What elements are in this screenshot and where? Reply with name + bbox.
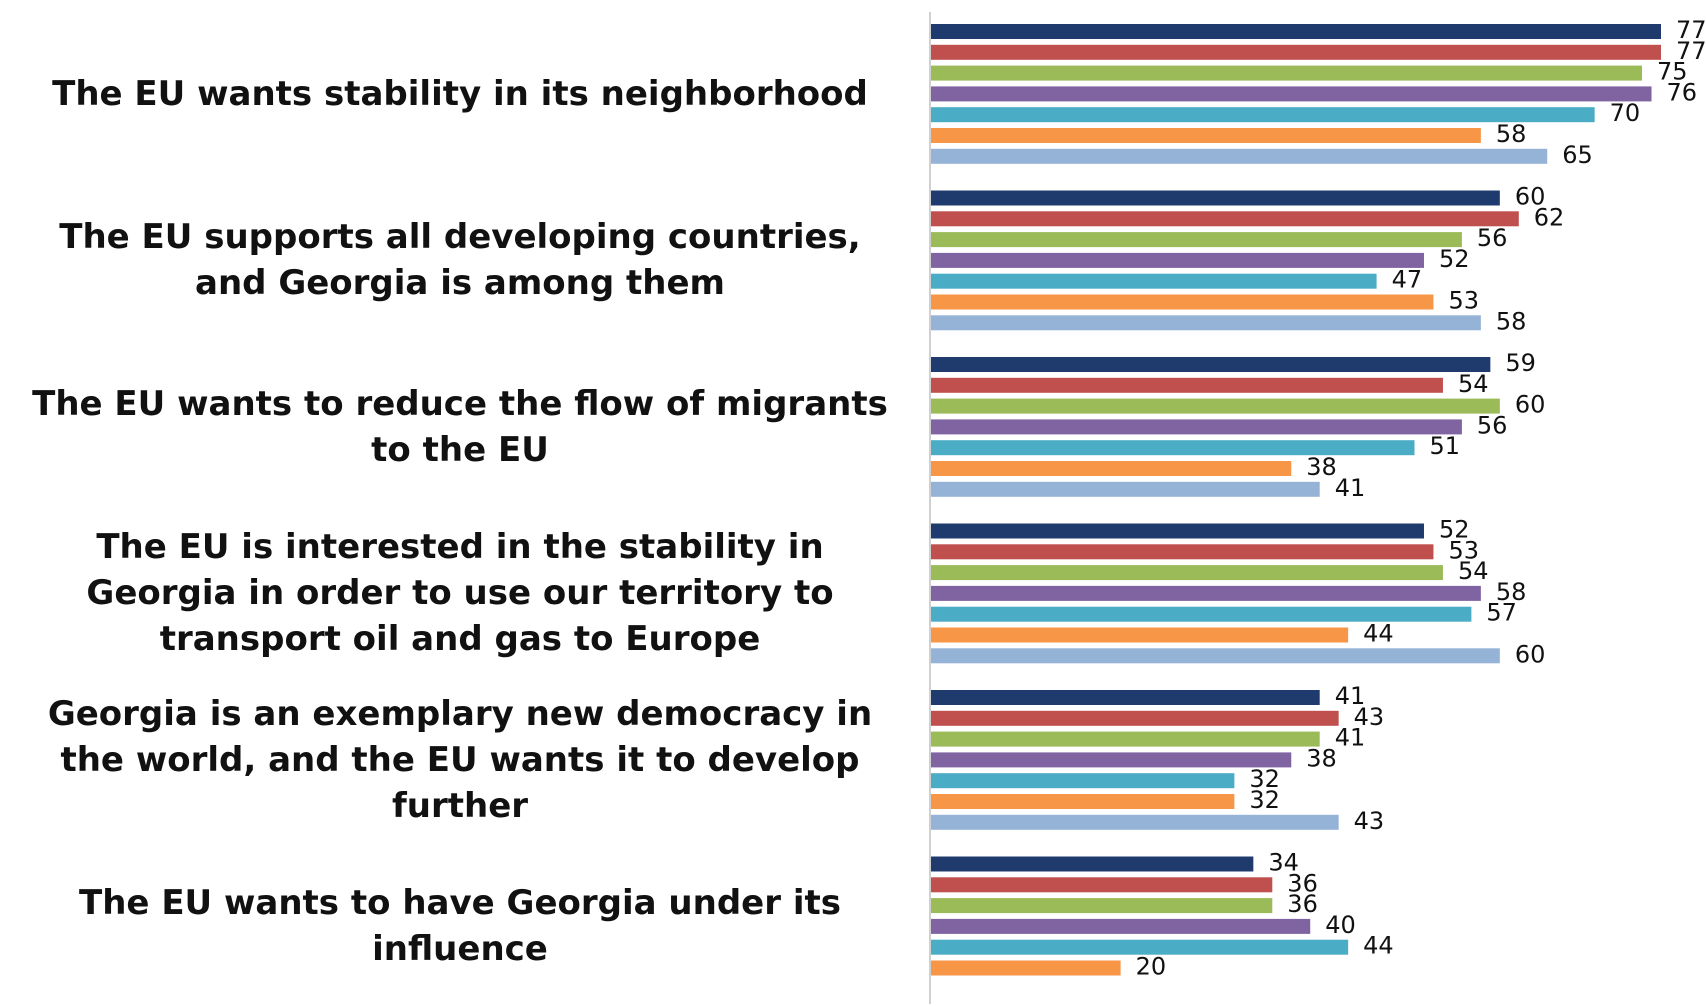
data-label: 56 [1477, 224, 1508, 252]
bar [931, 211, 1519, 227]
bar [931, 461, 1292, 476]
bar [931, 544, 1434, 560]
bar [931, 398, 1500, 414]
data-label: 59 [1505, 349, 1536, 377]
data-label: 58 [1496, 120, 1527, 148]
data-label: 53 [1448, 287, 1479, 315]
data-label: 54 [1458, 370, 1489, 398]
bar [931, 898, 1273, 914]
bar [931, 252, 1424, 268]
bar [931, 752, 1292, 768]
data-label: 40 [1325, 911, 1356, 939]
bar [931, 627, 1349, 643]
bar [931, 814, 1339, 830]
bar [931, 44, 1661, 60]
data-label: 32 [1249, 765, 1280, 793]
bar [931, 419, 1462, 435]
category-label: The EU is interested in the stability in… [86, 527, 834, 660]
data-label: 58 [1496, 307, 1527, 335]
category-label: The EU wants to reduce the flow of migra… [32, 383, 888, 470]
bar [931, 877, 1273, 893]
data-label: 77 [1676, 37, 1706, 65]
data-label: 44 [1363, 932, 1394, 960]
data-label: 65 [1562, 141, 1593, 169]
bar [931, 377, 1443, 393]
data-label: 60 [1515, 391, 1546, 419]
bar [931, 273, 1377, 289]
data-label: 52 [1439, 245, 1470, 273]
bar [931, 585, 1481, 601]
data-label: 60 [1515, 640, 1546, 668]
data-label: 60 [1515, 183, 1546, 211]
bar [931, 773, 1235, 789]
bar [931, 939, 1349, 955]
bar [931, 65, 1643, 81]
category-label: The EU wants to have Georgia under its i… [79, 883, 841, 970]
data-label: 56 [1477, 411, 1508, 439]
data-label: 36 [1287, 890, 1318, 918]
data-label: 70 [1610, 99, 1641, 127]
data-label: 47 [1392, 266, 1423, 294]
bar [931, 690, 1320, 705]
data-label: 58 [1496, 578, 1527, 606]
data-label: 43 [1354, 703, 1385, 731]
data-label: 41 [1335, 474, 1366, 502]
data-label: 41 [1335, 724, 1366, 752]
data-label: 77 [1676, 16, 1706, 44]
bar [931, 232, 1462, 248]
data-label: 32 [1249, 786, 1280, 814]
bar [931, 107, 1595, 123]
data-label: 36 [1287, 869, 1318, 897]
bar [931, 440, 1415, 456]
data-label: 44 [1363, 620, 1394, 648]
bar [931, 357, 1491, 372]
bar [931, 190, 1500, 206]
bar [931, 481, 1320, 497]
bar [931, 148, 1548, 164]
data-label: 53 [1448, 536, 1479, 564]
data-label: 51 [1430, 432, 1461, 460]
data-label: 75 [1657, 58, 1688, 86]
bar [931, 565, 1443, 581]
data-label: 38 [1306, 453, 1337, 481]
bar [931, 315, 1481, 331]
bar [931, 606, 1472, 622]
data-label: 54 [1458, 557, 1489, 585]
data-label: 76 [1667, 78, 1698, 106]
data-label: 20 [1136, 953, 1167, 981]
data-label: 38 [1306, 744, 1337, 772]
data-label: 52 [1439, 516, 1470, 544]
bar [931, 731, 1320, 747]
bar [931, 294, 1434, 310]
bar [931, 960, 1121, 976]
bar [931, 794, 1235, 809]
bar [931, 86, 1652, 102]
category-label: The EU supports all developing countries… [59, 217, 861, 304]
bar [931, 918, 1311, 934]
data-label: 62 [1534, 203, 1565, 231]
data-label: 57 [1486, 599, 1517, 627]
bar [931, 24, 1661, 39]
data-label: 43 [1354, 807, 1385, 835]
bar [931, 523, 1424, 539]
bar [931, 648, 1500, 664]
data-label: 34 [1268, 849, 1299, 877]
bar [931, 710, 1339, 726]
data-label: 41 [1335, 682, 1366, 710]
bar [931, 128, 1481, 143]
category-label: The EU wants stability in its neighborho… [52, 73, 868, 114]
bar [931, 856, 1254, 872]
category-label: Georgia is an exemplary new democracy in… [47, 693, 873, 826]
